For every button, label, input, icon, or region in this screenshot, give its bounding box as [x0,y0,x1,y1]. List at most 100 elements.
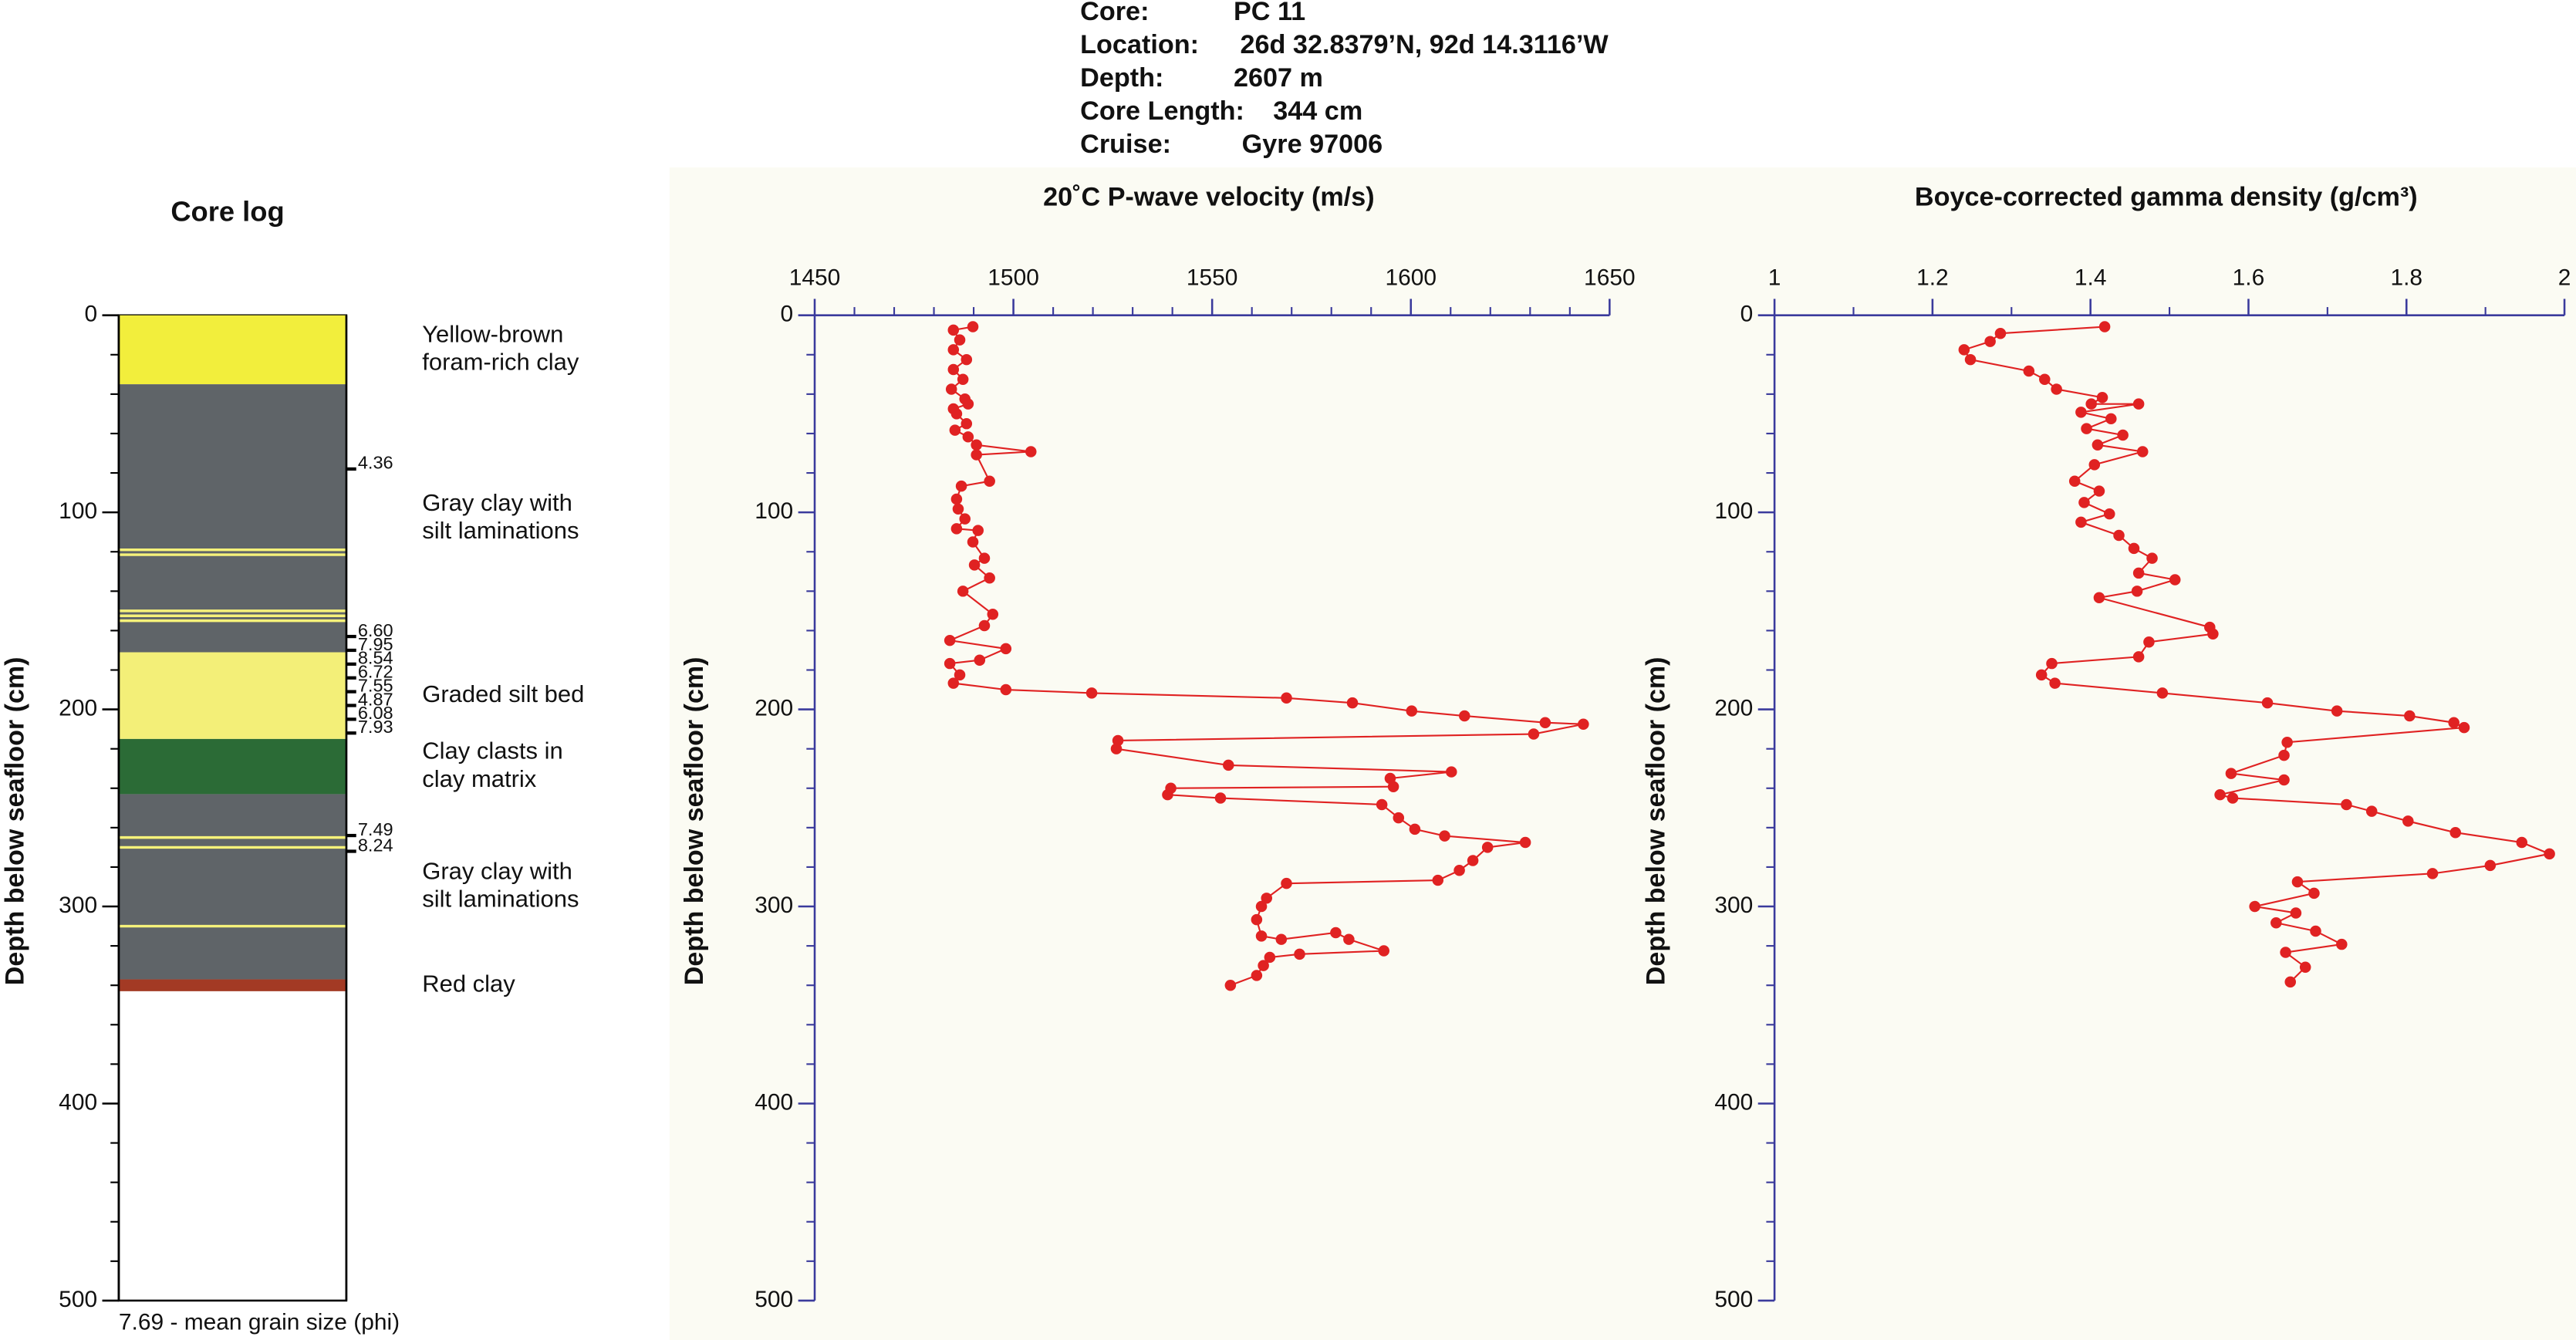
x-tick-label: 1.6 [2233,265,2265,291]
data-point [950,408,963,420]
data-point [1467,855,1479,866]
data-point [2365,805,2378,817]
data-point [2085,398,2097,410]
y-tick-label: 200 [755,696,793,721]
x-tick-label: 1500 [988,265,1039,291]
data-point [2075,407,2087,418]
y-tick-label: 400 [59,1089,97,1115]
y-tick-label: 0 [1740,302,1754,327]
data-point [945,383,957,395]
data-point [2281,737,2293,748]
data-point [954,334,966,346]
data-point [2093,485,2105,497]
header-label: Cruise: [1080,130,1171,159]
data-point [2449,827,2462,839]
data-point [2088,459,2101,471]
layer [118,652,346,739]
data-point [971,449,982,461]
data-point [1255,930,1268,942]
y-axis-label: Depth below seafloor (cm) [1641,656,1670,985]
data-point [1214,792,1227,804]
data-point [2105,413,2117,425]
x-tick-label: 1600 [1385,265,1437,291]
data-point [1294,948,1305,960]
data-point [1519,836,1531,849]
layer-label: Gray clay with [422,858,572,885]
data-point [2103,508,2115,520]
chart-title: Boyce-corrected gamma density (g/cm³) [1915,183,2418,212]
data-point [2207,628,2219,640]
data-point [1112,734,1124,747]
data-point [2131,586,2143,597]
grain-size-label: 7.49 [358,819,393,839]
data-point [954,669,966,681]
y-tick-label: 500 [1714,1287,1753,1312]
data-point [950,523,963,535]
grain-size-label: 7.93 [358,717,393,737]
data-point [972,525,984,536]
panel-background [669,167,1649,1340]
data-point [1251,970,1263,981]
data-point [2075,516,2087,528]
data-point [1258,960,1269,971]
grain-size-label: 7.55 [358,675,393,695]
data-point [1251,913,1263,926]
data-point [2249,900,2260,913]
data-point [2404,710,2416,722]
data-point [2402,815,2414,827]
data-point [1110,743,1123,754]
y-tick-label: 0 [84,302,97,327]
x-tick-label: 1550 [1187,265,1238,291]
data-point [2092,439,2104,451]
data-point [2132,398,2145,410]
data-point [2081,423,2092,434]
data-point [2169,574,2181,586]
layer [118,979,346,991]
data-point [2096,391,2108,403]
data-point [967,536,979,548]
data-point [962,398,974,410]
data-point [2278,774,2290,786]
y-tick-label: 400 [1714,1089,1753,1115]
data-point [967,321,979,332]
data-point [1459,710,1470,722]
data-point [2068,475,2081,488]
data-point [2516,836,2528,849]
data-point [2278,749,2290,761]
data-point [2136,446,2149,457]
data-point [987,608,999,620]
y-tick-label: 400 [755,1089,793,1115]
chart-title: 20˚C P-wave velocity (m/s) [1043,183,1375,212]
data-point [1275,933,1288,945]
data-point [1000,643,1012,655]
data-point [2458,721,2470,734]
data-point [2331,705,2343,717]
y-tick-label: 0 [781,302,794,327]
data-point [2132,567,2145,579]
data-point [1393,812,1405,824]
grain-size-label: 7.95 [358,634,393,654]
data-point [944,657,956,670]
data-point [2270,916,2282,929]
data-point [1578,718,1589,730]
footnote: 7.69 - mean grain size (phi) [119,1310,400,1335]
data-point [2035,669,2048,681]
data-point [2113,529,2125,542]
data-point [1439,830,1450,842]
layer [118,315,346,385]
data-point [984,475,995,488]
data-point [1387,781,1399,792]
data-point [1255,900,1268,913]
data-point [1281,877,1292,889]
data-point [1539,717,1551,728]
data-point [2051,383,2062,395]
header-value: 2607 m [1234,63,1323,93]
data-point [1085,687,1098,699]
data-point [2093,592,2105,603]
header-label: Core: [1080,0,1149,26]
data-point [1261,893,1273,904]
grain-size-label: 4.87 [358,689,393,709]
header-label: Location: [1080,30,1199,59]
x-tick-label: 2 [2558,265,2571,291]
